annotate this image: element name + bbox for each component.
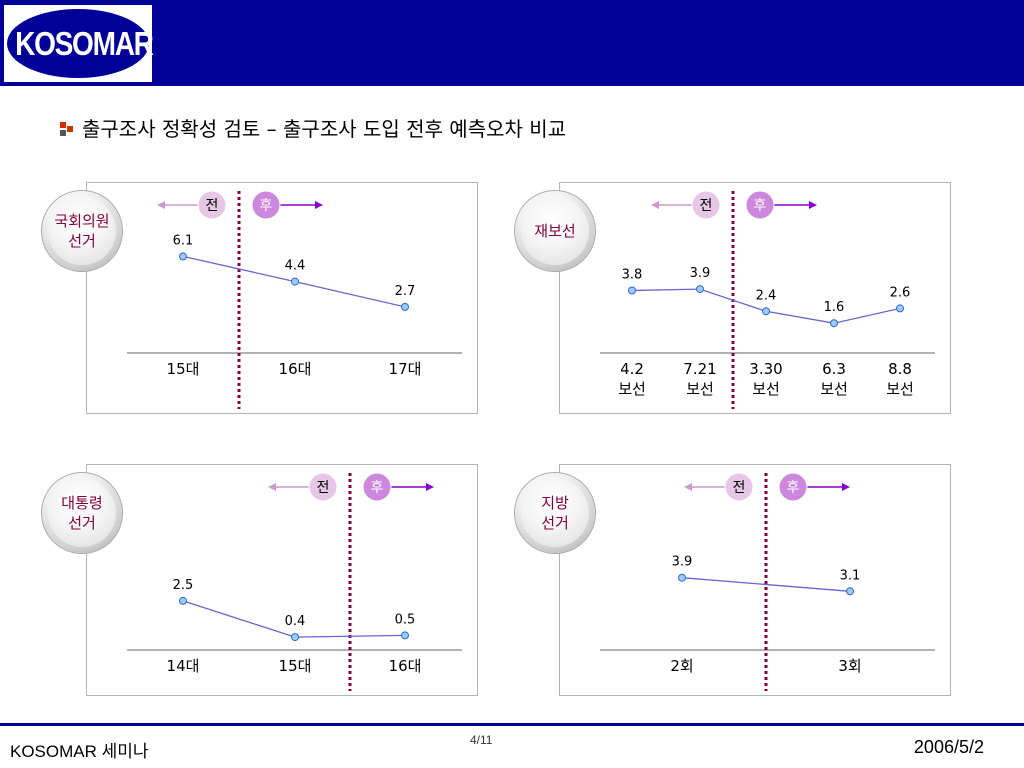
category-tick-label: 6.3 — [822, 360, 846, 378]
data-point — [179, 252, 187, 261]
category-tick-label: 보선 — [820, 380, 848, 398]
category-tick-label: 15대 — [167, 360, 200, 378]
data-value-label: 3.9 — [672, 555, 693, 570]
category-tick-label: 보선 — [686, 380, 714, 398]
footer-divider — [0, 723, 1024, 726]
category-tick-label: 4.2 — [620, 360, 644, 378]
chart-svg: 전 후 3.9 3.1 2회 3회 — [600, 472, 935, 691]
election-type-badge: 재보선 — [515, 191, 595, 271]
before-badge-label: 전 — [733, 480, 746, 496]
before-arrow-head — [157, 201, 165, 209]
category-tick-label: 17대 — [389, 360, 422, 378]
category-tick-label: 16대 — [389, 657, 422, 675]
footer-date: 2006/5/2 — [913, 737, 984, 757]
category-tick-label: 보선 — [886, 380, 914, 398]
data-point — [291, 277, 299, 286]
data-value-label: 1.6 — [824, 300, 845, 315]
category-tick-label: 7.21 — [683, 360, 716, 378]
chart-panel-presidential: 전 후 2.5 0.4 0.5 14대 15대 16대 — [86, 464, 478, 696]
before-arrow-head — [268, 483, 276, 491]
chart-svg: 전 후 6.1 4.4 2.7 15대 16대 17대 — [127, 190, 462, 409]
category-tick-label: 16대 — [279, 360, 312, 378]
data-value-label: 3.1 — [840, 568, 861, 583]
before-badge — [691, 190, 721, 220]
data-value-label: 2.6 — [890, 285, 911, 300]
after-arrow-head — [315, 201, 323, 209]
data-value-label: 3.8 — [622, 268, 643, 283]
election-type-line: 선거 — [541, 514, 569, 532]
data-value-label: 2.4 — [756, 288, 777, 303]
election-type-line: 국회의원 — [54, 212, 110, 230]
data-point — [628, 286, 636, 295]
data-point — [179, 596, 187, 605]
data-point — [762, 307, 770, 316]
before-badge-label: 전 — [206, 198, 219, 214]
chart-panel-local: 전 후 3.9 3.1 2회 3회 — [559, 464, 951, 696]
category-tick-label: 8.8 — [888, 360, 912, 378]
after-badge — [251, 190, 281, 220]
logo-text: KOSOMAR — [15, 25, 154, 62]
after-badge — [778, 472, 808, 502]
data-value-label: 6.1 — [173, 233, 194, 248]
data-value-label: 0.4 — [285, 614, 306, 629]
category-tick-label: 14대 — [167, 657, 200, 675]
slide-title-text: 출구조사 정확성 검토 – 출구조사 도입 전후 예측오차 비교 — [82, 117, 567, 141]
before-badge-label: 전 — [317, 480, 330, 496]
data-value-label: 0.5 — [395, 612, 416, 627]
election-type-line: 선거 — [68, 232, 96, 250]
category-tick-label: 보선 — [752, 380, 780, 398]
before-arrow-head — [684, 483, 692, 491]
before-badge — [724, 472, 754, 502]
chart-panel-national-assembly: 전 후 6.1 4.4 2.7 15대 16대 17대 — [86, 182, 478, 414]
after-badge-label: 후 — [260, 198, 273, 214]
data-point — [401, 302, 409, 311]
after-arrow-head — [426, 483, 434, 491]
data-point — [678, 573, 686, 582]
election-type-line: 재보선 — [534, 222, 576, 240]
data-point — [830, 319, 838, 328]
header-bar: KOSOMAR — [0, 0, 1024, 86]
data-point — [846, 587, 854, 596]
bullet-icon — [60, 122, 73, 136]
logo: KOSOMAR — [4, 5, 154, 82]
category-tick-label: 3회 — [838, 657, 861, 675]
data-value-label: 2.5 — [173, 578, 194, 593]
before-badge — [308, 472, 338, 502]
data-value-label: 4.4 — [285, 259, 306, 274]
category-tick-label: 15대 — [279, 657, 312, 675]
data-value-label: 3.9 — [690, 266, 711, 281]
after-badge — [745, 190, 775, 220]
chart-svg: 전 후 3.8 3.9 2.4 1.6 2.6 4.2 보선 7.21 보선 3.30 보선 6.3 보선 8… — [600, 190, 935, 409]
logo-ellipse — [7, 9, 149, 78]
after-arrow-head — [809, 201, 817, 209]
after-arrow-head — [842, 483, 850, 491]
after-badge-label: 후 — [787, 480, 800, 496]
election-type-line: 지방 — [541, 494, 569, 512]
footer-seminar-name: KOSOMAR 세미나 — [10, 742, 149, 761]
before-badge-label: 전 — [700, 198, 713, 214]
before-badge — [197, 190, 227, 220]
series-line — [681, 577, 851, 592]
data-value-label: 2.7 — [395, 284, 416, 299]
election-type-line: 선거 — [68, 514, 96, 532]
data-point — [401, 631, 409, 640]
category-tick-label: 2회 — [670, 657, 693, 675]
data-point — [291, 633, 299, 642]
after-badge — [362, 472, 392, 502]
data-point — [696, 285, 704, 294]
election-type-line: 대통령 — [61, 494, 103, 512]
before-arrow-head — [651, 201, 659, 209]
category-tick-label: 보선 — [618, 380, 646, 398]
chart-panel-by-election: 전 후 3.8 3.9 2.4 1.6 2.6 4.2 보선 7.21 보선 3.30 보선 6.3 보선 8… — [559, 182, 951, 414]
chart-svg: 전 후 2.5 0.4 0.5 14대 15대 16대 — [127, 472, 462, 691]
after-badge-label: 후 — [371, 480, 384, 496]
after-badge-label: 후 — [754, 198, 767, 214]
page-number: 4/11 — [470, 733, 493, 747]
data-point — [896, 304, 904, 313]
category-tick-label: 3.30 — [749, 360, 782, 378]
